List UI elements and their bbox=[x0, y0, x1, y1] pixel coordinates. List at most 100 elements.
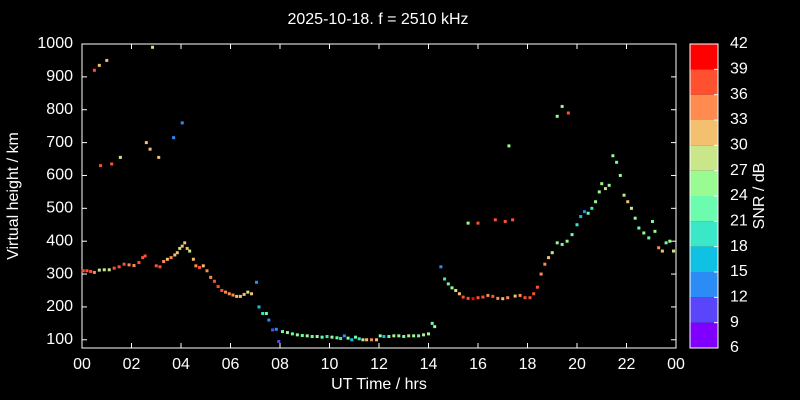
data-point bbox=[198, 265, 202, 269]
x-tick-label: 04 bbox=[172, 356, 190, 373]
data-point bbox=[172, 136, 176, 140]
data-point bbox=[603, 187, 607, 191]
data-point bbox=[433, 325, 437, 329]
colorbar-tick-label: 39 bbox=[730, 61, 748, 78]
data-point bbox=[175, 251, 179, 255]
data-point bbox=[267, 318, 271, 322]
data-point bbox=[254, 280, 258, 284]
data-point bbox=[629, 206, 633, 210]
data-point bbox=[180, 121, 184, 125]
data-point bbox=[607, 183, 611, 187]
data-point bbox=[277, 339, 281, 343]
data-point bbox=[194, 264, 198, 268]
x-tick-label: 12 bbox=[370, 356, 388, 373]
y-tick-label: 400 bbox=[46, 232, 73, 249]
data-point bbox=[310, 334, 314, 338]
data-point bbox=[594, 200, 598, 204]
data-point bbox=[422, 333, 426, 337]
data-point bbox=[320, 335, 324, 339]
data-point bbox=[365, 338, 369, 342]
data-point bbox=[154, 264, 158, 268]
data-point bbox=[242, 292, 246, 296]
data-point bbox=[238, 294, 242, 298]
data-point bbox=[427, 332, 430, 336]
data-point bbox=[227, 292, 231, 296]
data-point bbox=[622, 193, 626, 197]
x-tick-label: 18 bbox=[519, 356, 537, 373]
data-point bbox=[353, 335, 357, 339]
data-point bbox=[506, 296, 510, 300]
data-point bbox=[173, 253, 177, 257]
data-point bbox=[575, 223, 579, 227]
y-axis-label: Virtual height / km bbox=[5, 132, 22, 260]
colorbar-tick-label: 9 bbox=[730, 314, 739, 331]
data-point bbox=[271, 328, 275, 332]
data-point bbox=[183, 241, 187, 245]
data-point bbox=[185, 246, 189, 250]
y-tick-label: 700 bbox=[46, 134, 73, 151]
x-tick-label: 10 bbox=[321, 356, 339, 373]
colorbar-segment bbox=[690, 120, 718, 146]
data-point bbox=[250, 292, 254, 296]
data-point bbox=[165, 257, 169, 261]
chart-title: 2025-10-18. f = 2510 kHz bbox=[287, 11, 468, 28]
data-point bbox=[550, 251, 554, 255]
data-point bbox=[461, 295, 465, 299]
data-point bbox=[132, 264, 136, 268]
data-point bbox=[141, 256, 145, 260]
data-point bbox=[454, 288, 458, 292]
data-point bbox=[261, 311, 265, 315]
data-point bbox=[127, 263, 131, 267]
data-point bbox=[532, 292, 536, 296]
data-point bbox=[342, 334, 346, 338]
x-tick-label: 02 bbox=[123, 356, 141, 373]
data-point bbox=[117, 265, 121, 269]
data-point bbox=[118, 155, 122, 159]
colorbar-tick-label: 6 bbox=[730, 339, 739, 356]
data-point bbox=[216, 285, 220, 289]
data-point bbox=[664, 241, 668, 245]
data-point bbox=[99, 164, 103, 168]
data-point bbox=[457, 292, 461, 296]
data-point bbox=[392, 334, 396, 338]
colorbar-segment bbox=[690, 170, 718, 196]
data-point bbox=[387, 334, 391, 338]
data-point bbox=[201, 264, 205, 268]
data-point bbox=[491, 294, 495, 298]
colorbar-tick-label: 36 bbox=[730, 86, 748, 103]
data-point bbox=[295, 333, 299, 337]
data-point bbox=[110, 162, 114, 166]
data-point bbox=[92, 270, 96, 274]
data-point bbox=[486, 293, 490, 297]
data-point bbox=[143, 254, 147, 258]
x-tick-label: 06 bbox=[222, 356, 240, 373]
data-point bbox=[560, 104, 564, 108]
data-point bbox=[466, 221, 470, 225]
x-tick-label: 16 bbox=[469, 356, 487, 373]
data-point bbox=[85, 269, 89, 273]
x-tick-label: 14 bbox=[420, 356, 438, 373]
data-point bbox=[235, 294, 239, 298]
data-point bbox=[611, 154, 615, 158]
data-point bbox=[209, 275, 213, 279]
data-point bbox=[535, 285, 539, 289]
colorbar-tick-label: 30 bbox=[730, 137, 748, 154]
data-point bbox=[523, 296, 527, 300]
colorbar-segment bbox=[690, 221, 718, 247]
data-point bbox=[430, 321, 434, 325]
data-point bbox=[471, 297, 475, 301]
data-point bbox=[513, 294, 517, 298]
y-tick-label: 300 bbox=[46, 265, 73, 282]
x-axis-label: UT Time / hrs bbox=[331, 376, 427, 393]
data-point bbox=[180, 244, 184, 248]
data-point bbox=[97, 63, 101, 67]
data-point bbox=[518, 293, 522, 297]
data-point bbox=[555, 241, 559, 245]
data-point bbox=[81, 269, 85, 273]
data-point bbox=[496, 296, 500, 300]
data-point bbox=[597, 190, 601, 194]
data-point bbox=[633, 216, 637, 220]
colorbar-tick-label: 33 bbox=[730, 111, 748, 128]
y-tick-label: 100 bbox=[46, 331, 73, 348]
